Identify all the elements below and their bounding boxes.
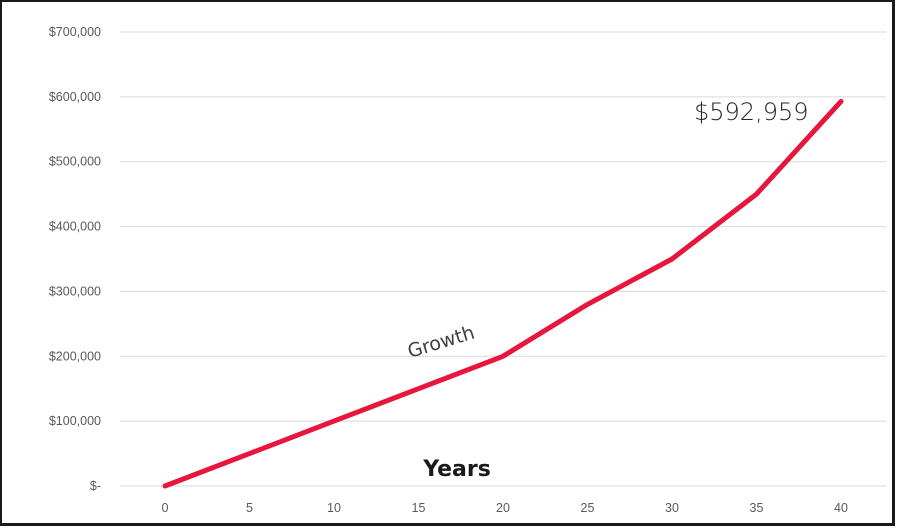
x-tick-label: 5 <box>246 501 253 515</box>
x-axis-title: Years <box>422 457 491 482</box>
y-tick-label: $300,000 <box>49 284 101 298</box>
x-tick-label: 25 <box>581 501 595 515</box>
y-tick-label: $600,000 <box>49 90 101 104</box>
y-axis-ticks: $- $100,000 $200,000 $300,000 $400,000 $500,0… <box>49 25 101 493</box>
y-tick-label: $200,000 <box>49 349 101 363</box>
x-tick-label: 35 <box>750 501 764 515</box>
y-tick-label: $500,000 <box>49 155 101 169</box>
series-lines <box>162 98 844 489</box>
line-chart: $- $100,000 $200,000 $300,000 $400,000 $500,0… <box>49 25 886 515</box>
y-tick-label: $400,000 <box>49 220 101 234</box>
y-tick-label: $700,000 <box>49 25 101 39</box>
annotations: $592,959 Growth Years <box>405 98 808 482</box>
x-tick-label: 30 <box>665 501 679 515</box>
x-tick-label: 20 <box>496 501 510 515</box>
x-tick-label: 0 <box>162 501 169 515</box>
x-tick-label: 10 <box>327 501 341 515</box>
y-tick-label: $100,000 <box>49 414 101 428</box>
x-axis-ticks: 0 5 10 15 20 25 30 35 40 <box>162 501 848 515</box>
x-tick-label: 15 <box>412 501 426 515</box>
x-tick-label: 40 <box>834 501 848 515</box>
final-value-annotation: $592,959 <box>694 98 809 126</box>
series-line <box>162 98 844 489</box>
y-tick-label: $- <box>90 479 101 493</box>
